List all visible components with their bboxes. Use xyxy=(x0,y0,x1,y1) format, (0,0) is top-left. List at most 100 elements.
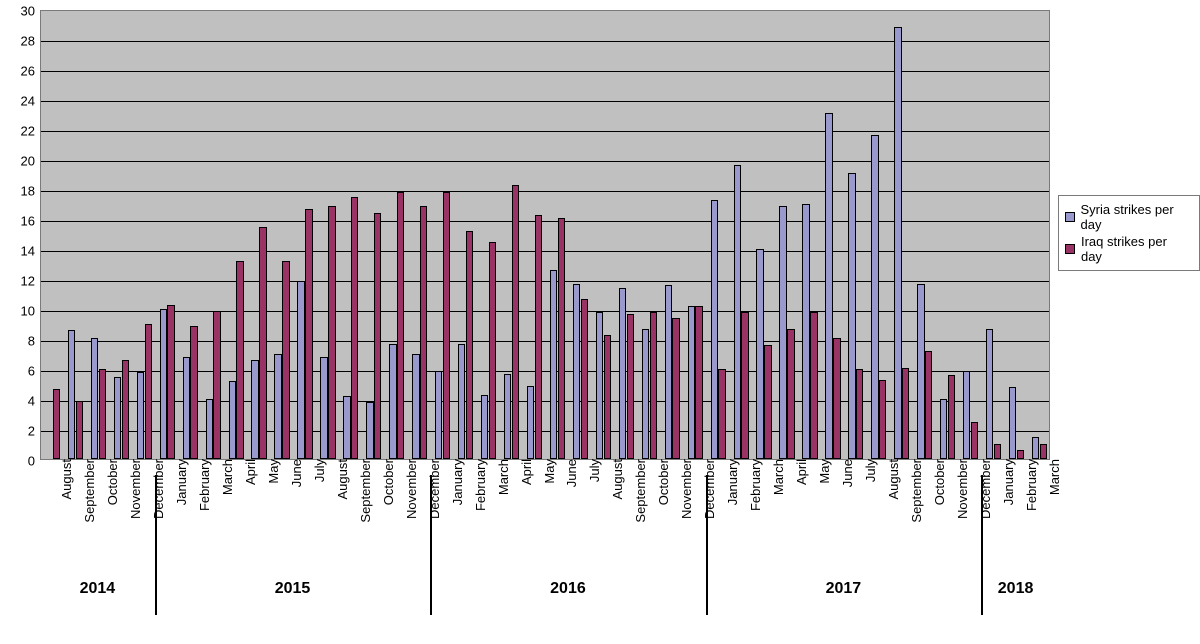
x-tick-label: March xyxy=(494,459,511,495)
x-tick-label: April xyxy=(792,459,809,485)
x-tick-label: May xyxy=(264,459,281,484)
y-tick-label: 18 xyxy=(21,184,41,199)
x-tick-label: October xyxy=(103,459,120,505)
syria-bar xyxy=(229,381,236,459)
x-tick-label: July xyxy=(585,459,602,482)
iraq-bar xyxy=(374,213,381,459)
x-tick-label: December xyxy=(700,459,717,519)
legend-item: Syria strikes per day xyxy=(1065,202,1191,232)
legend-swatch xyxy=(1065,244,1075,254)
plot-area: 024681012141618202224262830AugustSeptemb… xyxy=(40,10,1050,460)
y-tick-label: 14 xyxy=(21,244,41,259)
x-tick-label: January xyxy=(448,459,465,505)
iraq-bar xyxy=(443,192,450,459)
syria-bar xyxy=(917,284,924,460)
iraq-bar xyxy=(167,305,174,460)
y-tick-label: 6 xyxy=(28,364,41,379)
legend-label: Syria strikes per day xyxy=(1081,202,1192,232)
syria-bar xyxy=(756,249,763,459)
syria-bar xyxy=(504,374,511,460)
iraq-bar xyxy=(535,215,542,460)
iraq-bar xyxy=(902,368,909,460)
syria-bar xyxy=(802,204,809,459)
year-divider xyxy=(155,475,157,615)
iraq-bar xyxy=(879,380,886,460)
y-tick-label: 30 xyxy=(21,4,41,19)
syria-bar xyxy=(642,329,649,460)
iraq-bar xyxy=(741,312,748,459)
syria-bar xyxy=(68,330,75,459)
iraq-bar xyxy=(558,218,565,460)
y-tick-label: 26 xyxy=(21,64,41,79)
syria-bar xyxy=(940,399,947,459)
iraq-bar xyxy=(76,401,83,460)
iraq-bar xyxy=(833,338,840,460)
x-tick-label: April xyxy=(241,459,258,485)
syria-bar xyxy=(435,371,442,460)
y-tick-label: 20 xyxy=(21,154,41,169)
iraq-bar xyxy=(672,318,679,459)
y-tick-label: 10 xyxy=(21,304,41,319)
iraq-bar xyxy=(145,324,152,459)
iraq-bar xyxy=(994,444,1001,459)
x-tick-label: September xyxy=(80,459,97,523)
y-tick-label: 22 xyxy=(21,124,41,139)
iraq-bar xyxy=(351,197,358,460)
iraq-bar xyxy=(948,375,955,459)
y-tick-label: 0 xyxy=(28,454,41,469)
syria-bar xyxy=(137,372,144,459)
syria-bar xyxy=(91,338,98,460)
x-tick-label: February xyxy=(746,459,763,511)
x-tick-label: February xyxy=(1022,459,1039,511)
syria-bar xyxy=(183,357,190,459)
x-tick-label: August xyxy=(57,459,74,499)
year-divider xyxy=(430,475,432,615)
x-tick-label: November xyxy=(953,459,970,519)
iraq-bar xyxy=(971,422,978,460)
x-tick-label: August xyxy=(884,459,901,499)
iraq-bar xyxy=(489,242,496,460)
iraq-bar xyxy=(190,326,197,460)
year-divider xyxy=(981,475,983,615)
iraq-bar xyxy=(53,389,60,460)
x-tick-label: April xyxy=(517,459,534,485)
iraq-bar xyxy=(236,261,243,459)
legend-swatch xyxy=(1065,212,1075,222)
iraq-bar xyxy=(1040,444,1047,459)
syria-bar xyxy=(458,344,465,460)
year-label: 2015 xyxy=(275,580,311,598)
x-tick-label: May xyxy=(540,459,557,484)
iraq-bar xyxy=(581,299,588,460)
x-tick-label: November xyxy=(126,459,143,519)
year-label: 2018 xyxy=(998,580,1034,598)
syria-bar xyxy=(297,281,304,460)
iraq-bar xyxy=(213,311,220,460)
syria-bar xyxy=(825,113,832,460)
syria-bar xyxy=(251,360,258,459)
syria-bar xyxy=(206,399,213,459)
x-tick-label: January xyxy=(999,459,1016,505)
syria-bar xyxy=(894,27,901,459)
syria-bar xyxy=(527,386,534,460)
syria-bar xyxy=(160,309,167,459)
x-tick-label: November xyxy=(402,459,419,519)
x-tick-label: October xyxy=(654,459,671,505)
syria-bar xyxy=(481,395,488,460)
x-tick-label: September xyxy=(907,459,924,523)
syria-bar xyxy=(366,402,373,459)
x-tick-label: December xyxy=(425,459,442,519)
syria-bar xyxy=(320,357,327,459)
syria-bar xyxy=(550,270,557,459)
x-tick-label: February xyxy=(195,459,212,511)
y-tick-label: 16 xyxy=(21,214,41,229)
iraq-bar xyxy=(512,185,519,460)
x-tick-label: December xyxy=(149,459,166,519)
x-tick-label: June xyxy=(287,459,304,487)
iraq-bar xyxy=(627,314,634,460)
year-label: 2016 xyxy=(550,580,586,598)
iraq-bar xyxy=(856,369,863,459)
chart-root: 024681012141618202224262830AugustSeptemb… xyxy=(0,0,1200,644)
syria-bar xyxy=(871,135,878,459)
x-tick-label: January xyxy=(172,459,189,505)
iraq-bar xyxy=(420,206,427,460)
